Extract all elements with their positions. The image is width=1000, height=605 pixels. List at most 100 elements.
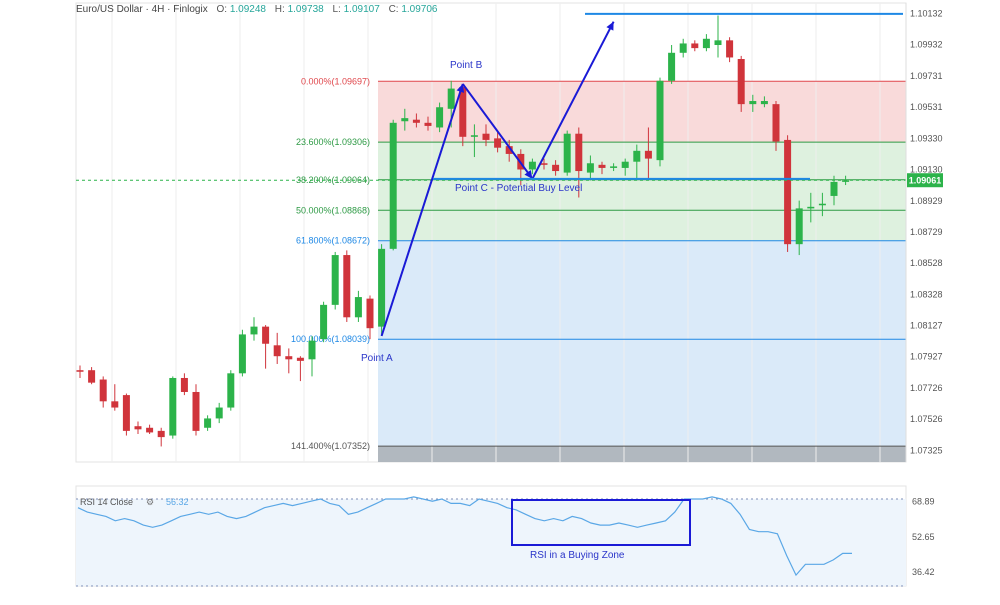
candle-body — [251, 327, 258, 335]
gear-icon: ⚙ — [146, 497, 154, 507]
price-tick-label: 1.09731 — [910, 71, 943, 81]
candle-body — [691, 43, 698, 48]
candle-body — [204, 418, 211, 427]
open-label: O: — [217, 4, 228, 15]
candle-body — [494, 138, 501, 147]
candle-body — [703, 39, 710, 48]
candle-body — [297, 358, 304, 361]
low-label: L: — [333, 4, 341, 15]
point-a-label: Point A — [361, 353, 393, 364]
candle-body — [715, 40, 722, 45]
candle-body — [332, 255, 339, 305]
candle-body — [193, 392, 200, 431]
candle-body — [738, 59, 745, 104]
candle-body — [274, 345, 281, 356]
candle-body — [158, 431, 165, 437]
price-tick-label: 1.07927 — [910, 352, 943, 362]
current-price-value: 1.09061 — [909, 176, 942, 186]
close-value: 1.09706 — [401, 4, 437, 15]
candle-body — [587, 163, 594, 172]
candle-body — [111, 401, 118, 407]
fib-label: 0.000%(1.09697) — [301, 76, 370, 86]
candle-body — [784, 140, 791, 244]
price-tick-label: 1.08528 — [910, 258, 943, 268]
fib-zone — [378, 142, 906, 180]
fibonacci-zones — [76, 3, 906, 462]
fib-zone-base — [378, 446, 906, 462]
candle-body — [831, 182, 838, 196]
candle-body — [819, 204, 826, 206]
fib-label: 100.000%(1.08039) — [291, 334, 370, 344]
candle-body — [761, 101, 768, 104]
candle-body — [773, 104, 780, 141]
candle-body — [227, 373, 234, 407]
candle-body — [378, 249, 385, 327]
candle-body — [622, 162, 629, 168]
price-tick-label: 1.08127 — [910, 321, 943, 331]
candle-body — [355, 297, 362, 317]
candle-body — [541, 163, 548, 165]
price-tick-label: 1.09130 — [910, 164, 943, 174]
high-label: H: — [275, 4, 285, 15]
price-tick-label: 1.09932 — [910, 40, 943, 50]
candle-body — [436, 107, 443, 127]
candle-body — [320, 305, 327, 339]
candle-body — [471, 135, 478, 137]
chart-header: Euro/US Dollar · 4H · Finlogix O: 1.0924… — [76, 4, 438, 15]
point-c-label: Point C - Potential Buy Level — [455, 183, 582, 194]
price-tick-label: 1.08929 — [910, 196, 943, 206]
rsi-tick-label: 68.89 — [912, 496, 935, 506]
price-axis: 1.09061 1.10132 1.09932 1.09731 1.09531 1.093… — [906, 3, 943, 462]
candle-body — [633, 151, 640, 162]
price-tick-label: 1.07526 — [910, 414, 943, 424]
candle-body — [135, 426, 142, 429]
candle-body — [610, 166, 617, 168]
candle-body — [448, 89, 455, 109]
candle-body — [749, 101, 756, 104]
candle-body — [181, 378, 188, 392]
candle-body — [309, 341, 316, 360]
rsi-panel: 68.89 52.65 36.42 RSI 14 Close ⚙ 56.32 RSI in … — [76, 486, 935, 586]
rsi-current-value: 56.32 — [166, 497, 189, 507]
candle-body — [77, 370, 84, 372]
candle-body — [413, 120, 420, 123]
candle-body — [100, 380, 107, 402]
candle-body — [807, 207, 814, 209]
high-value: 1.09738 — [288, 4, 324, 15]
low-value: 1.09107 — [344, 4, 380, 15]
symbol-title: Euro/US Dollar · 4H · Finlogix — [76, 4, 208, 15]
candle-body — [88, 370, 95, 382]
candle-body — [796, 208, 803, 244]
candle-body — [123, 395, 130, 431]
rsi-tick-label: 36.42 — [912, 567, 935, 577]
price-tick-label: 1.07325 — [910, 445, 943, 455]
candle-body — [343, 255, 350, 317]
candle-body — [599, 165, 606, 168]
candle-body — [425, 123, 432, 126]
candle-body — [146, 428, 153, 433]
fib-label: 23.600%(1.09306) — [296, 137, 370, 147]
point-b-label: Point B — [450, 60, 483, 71]
rsi-tick-label: 52.65 — [912, 532, 935, 542]
price-tick-label: 1.08328 — [910, 289, 943, 299]
candle-body — [680, 43, 687, 52]
open-value: 1.09248 — [230, 4, 266, 15]
candle-body — [483, 134, 490, 140]
fib-zone — [378, 241, 906, 339]
candle-body — [668, 53, 675, 81]
fib-zone — [378, 339, 906, 446]
price-tick-label: 1.09531 — [910, 102, 943, 112]
price-tick-label: 1.07726 — [910, 383, 943, 393]
candle-body — [216, 408, 223, 419]
candle-body — [657, 81, 664, 160]
fib-label: 50.000%(1.08868) — [296, 205, 370, 215]
fib-zone — [378, 210, 906, 240]
candle-body — [645, 151, 652, 159]
close-label: C: — [389, 4, 399, 15]
candle-body — [169, 378, 176, 436]
fib-label: 141.400%(1.07352) — [291, 441, 370, 451]
candle-body — [262, 327, 269, 344]
fib-label: 61.800%(1.08672) — [296, 236, 370, 246]
